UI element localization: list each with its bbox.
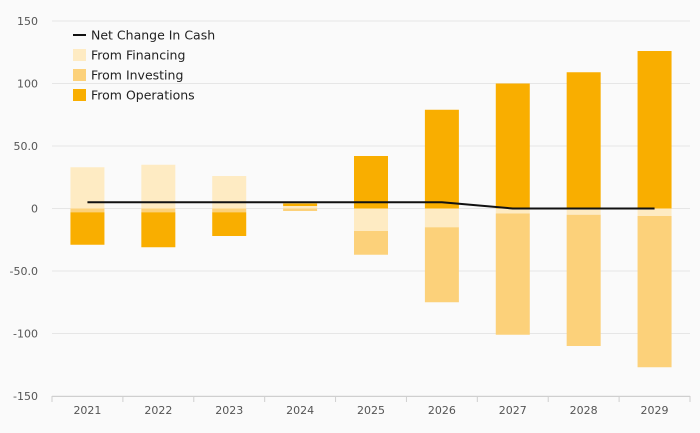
bar-from-operations [212,212,247,236]
legend-label: From Operations [91,88,195,103]
bar-from-financing [637,208,672,216]
bar-from-financing [354,208,388,231]
y-tick-label: -50.0 [10,265,38,278]
line-marks [87,201,655,210]
x-tick-label: 2023 [215,404,243,417]
x-tick-label: 2028 [570,404,598,417]
bar-from-operations [637,51,672,209]
x-tick-label: 2024 [286,404,314,417]
bar-from-operations [70,212,105,245]
bar-from-investing [495,213,530,335]
x-tick-label: 2027 [499,404,527,417]
bar-from-operations [424,109,459,209]
legend-swatch [73,89,86,101]
legend-label: From Investing [91,68,183,83]
legend-swatch [73,49,86,61]
bar-from-financing [495,208,530,214]
legend-swatch [73,69,86,81]
y-tick-label: 100 [17,78,38,91]
legend-label: Net Change In Cash [91,28,215,43]
bar-from-operations [354,156,388,209]
x-tick-label: 2026 [428,404,456,417]
bar-from-operations [495,83,530,209]
bar-from-investing [70,208,105,213]
bar-from-financing [212,176,247,209]
bar-from-financing [424,208,459,228]
y-tick-label: -100 [13,328,38,341]
x-tick-label: 2025 [357,404,385,417]
bar-from-investing [141,208,176,213]
bar-from-financing [566,208,601,215]
legend: Net Change In Cash From Financing From Inv… [73,28,215,103]
x-tick-label: 2022 [144,404,172,417]
bar-from-investing [354,231,388,255]
axes: 150 100 50.0 0 -50.0 -100 -150 2021 2022 2023 2024… [10,15,691,417]
bar-from-financing [141,164,176,209]
bar-from-investing [637,216,672,368]
bar-marks [70,51,672,368]
legend-label: From Financing [91,48,185,63]
bar-from-investing [566,214,601,346]
x-tick-label: 2021 [73,404,101,417]
y-tick-label: -150 [13,390,38,403]
bar-from-investing [283,208,318,211]
bar-from-operations [283,203,318,206]
bar-from-operations [566,72,601,209]
bar-from-operations [141,212,176,248]
y-tick-label: 150 [17,15,38,28]
x-tick-label: 2029 [641,404,669,417]
bar-from-investing [212,208,247,213]
bar-from-investing [424,227,459,303]
y-tick-label: 50.0 [14,140,39,153]
bar-from-financing [283,206,318,209]
line-net-change-in-cash [87,201,655,210]
y-tick-label: 0 [31,203,38,216]
